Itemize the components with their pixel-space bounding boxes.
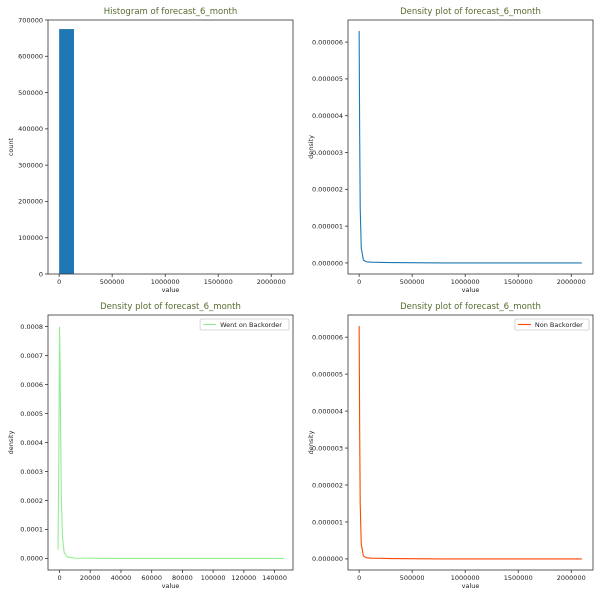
y-tick-label: 0.000005: [312, 370, 343, 378]
chart-panel-4: Density plot of forecast_6_month 0 500000 1…: [307, 302, 594, 590]
y-tick-label: 0.0003: [20, 468, 43, 476]
legend-entry: Non Backorder: [535, 321, 583, 329]
x-tick-label: 100000: [201, 574, 226, 582]
legend-box: [199, 318, 290, 331]
chart-title: Density plot of forecast_6_month: [400, 302, 541, 312]
y-tick-label: 0.000006: [312, 333, 343, 341]
legend-box: [514, 318, 590, 331]
chart-panel-2: Density plot of forecast_6_month 0 500000 1…: [307, 7, 594, 294]
y-tick-label: 0.0008: [20, 323, 43, 331]
y-axis-label: density: [307, 135, 315, 159]
x-tick-label: 20000: [80, 574, 101, 582]
chart-title: Histogram of forecast_6_month: [104, 7, 238, 17]
chart-panel-3: Density plot of forecast_6_month 0 20000 40…: [7, 302, 294, 590]
y-axis-label: density: [307, 430, 315, 454]
x-tick-label: 2000000: [557, 574, 586, 582]
x-tick-label: 40000: [111, 574, 132, 582]
x-tick-label: 2000000: [257, 278, 286, 286]
y-tick-label: 0.0002: [20, 497, 43, 505]
legend: Went on Backorder: [199, 318, 290, 331]
y-tick-label: 0.000004: [312, 112, 343, 120]
density-line-1: [358, 31, 582, 264]
x-axis-label: value: [162, 286, 180, 294]
x-tick-label: 120000: [231, 574, 256, 582]
x-axis-label: value: [462, 582, 480, 590]
y-tick-label: 300000: [18, 161, 43, 169]
y-tick-label: 0.000002: [312, 186, 343, 194]
x-tick-label: 2000000: [557, 278, 586, 286]
y-tick-label: 600000: [18, 53, 43, 61]
y-tick-label: 0.000003: [312, 444, 343, 452]
y-tick-label: 0.000000: [312, 259, 343, 267]
y-tick-label: 0.000002: [312, 481, 343, 489]
x-tick-label: 1500000: [504, 278, 533, 286]
y-tick-label: 0.0000: [20, 555, 43, 563]
x-tick-label: 0: [357, 278, 361, 286]
y-tick-label: 500000: [18, 89, 43, 97]
x-tick-label: 0: [57, 278, 61, 286]
y-tick-label: 700000: [18, 16, 43, 24]
x-axis-label: value: [462, 286, 480, 294]
y-axis-label: count: [7, 137, 15, 156]
x-tick-label: 80000: [172, 574, 193, 582]
x-tick-label: 1500000: [504, 574, 533, 582]
y-tick-label: 0.0001: [20, 526, 43, 534]
axes-frame: [47, 314, 294, 571]
x-tick-label: 60000: [141, 574, 162, 582]
x-tick-label: 500000: [400, 278, 425, 286]
chart-title: Density plot of forecast_6_month: [100, 302, 241, 312]
y-tick-label: 0.0006: [20, 381, 43, 389]
x-tick-label: 0: [357, 574, 361, 582]
density-line-1: [57, 326, 284, 559]
axes-frame: [347, 314, 594, 571]
x-tick-label: 1000000: [151, 278, 180, 286]
legend: Non Backorder: [514, 318, 590, 331]
x-axis-label: value: [162, 582, 180, 590]
x-tick-label: 1000000: [451, 574, 480, 582]
y-tick-label: 100000: [18, 234, 43, 242]
x-tick-label: 1000000: [451, 278, 480, 286]
density-line-1: [358, 326, 582, 560]
chart-panel-1: Histogram of forecast_6_month 0 500000 1000…: [7, 7, 294, 294]
y-tick-label: 0.000001: [312, 222, 343, 230]
y-tick-label: 0.000004: [312, 407, 343, 415]
x-tick-label: 500000: [400, 574, 425, 582]
x-tick-label: 1500000: [204, 278, 233, 286]
axes-frame: [47, 19, 294, 275]
legend-entry: Went on Backorder: [220, 321, 282, 329]
y-tick-label: 400000: [18, 125, 43, 133]
axes-frame: [347, 19, 594, 275]
y-tick-label: 0.000000: [312, 555, 343, 563]
y-tick-label: 0.000005: [312, 75, 343, 83]
x-tick-label: 140000: [262, 574, 287, 582]
y-tick-label: 200000: [18, 198, 43, 206]
histogram-bar-1: [59, 29, 74, 275]
y-tick-label: 0.0007: [20, 352, 43, 360]
x-tick-label: 500000: [100, 278, 125, 286]
y-tick-label: 0.0005: [20, 410, 43, 418]
y-tick-label: 0: [39, 270, 43, 278]
y-tick-label: 0.0004: [20, 439, 43, 447]
y-tick-label: 0.000001: [312, 518, 343, 526]
y-tick-label: 0.000003: [312, 149, 343, 157]
x-tick-label: 0: [57, 574, 61, 582]
y-tick-label: 0.000006: [312, 38, 343, 46]
y-axis-label: density: [7, 430, 15, 454]
chart-title: Density plot of forecast_6_month: [400, 7, 541, 17]
